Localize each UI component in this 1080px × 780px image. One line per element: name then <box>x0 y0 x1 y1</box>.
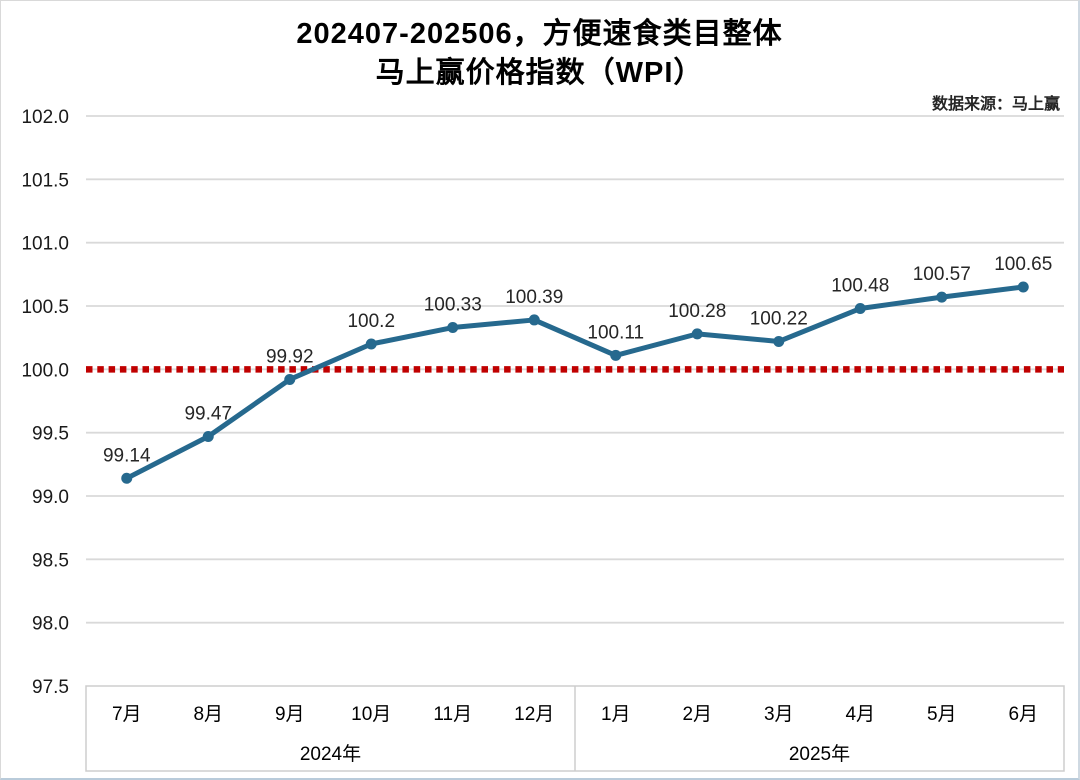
data-point-7月 <box>121 472 133 484</box>
month-label-5月: 5月 <box>927 704 957 725</box>
data-point-4月 <box>854 303 866 315</box>
month-label-4月: 4月 <box>845 704 875 725</box>
data-label-10月: 100.2 <box>347 311 395 332</box>
year-label-2025年: 2025年 <box>789 743 850 765</box>
data-point-1月 <box>610 349 622 361</box>
chart-title-line2: 马上赢价格指数（WPI） <box>375 57 704 89</box>
data-label-9月: 99.92 <box>266 346 314 367</box>
data-label-7月: 99.14 <box>103 445 151 466</box>
month-label-1月: 1月 <box>601 704 631 725</box>
data-point-8月 <box>202 430 214 442</box>
month-label-2月: 2月 <box>682 704 712 725</box>
year-label-2024年: 2024年 <box>300 743 361 765</box>
data-label-6月: 100.65 <box>994 254 1052 275</box>
y-tick-label-97.5: 97.5 <box>32 677 69 698</box>
month-label-6月: 6月 <box>1008 704 1038 725</box>
y-tick-label-100.5: 100.5 <box>21 297 69 318</box>
wpi-series-line <box>124 284 1026 481</box>
month-label-7月: 7月 <box>112 704 142 725</box>
month-label-8月: 8月 <box>193 704 223 725</box>
y-tick-label-100.0: 100.0 <box>21 360 69 381</box>
data-label-5月: 100.57 <box>913 264 971 285</box>
month-label-11月: 11月 <box>433 704 472 725</box>
y-tick-label-101.0: 101.0 <box>21 234 69 255</box>
data-point-10月 <box>365 338 377 350</box>
y-tick-label-98.5: 98.5 <box>32 550 69 571</box>
month-label-10月: 10月 <box>351 704 391 725</box>
data-label-11月: 100.33 <box>424 295 482 316</box>
data-label-8月: 99.47 <box>184 403 232 424</box>
month-label-12月: 12月 <box>514 704 554 725</box>
y-tick-label-99.0: 99.0 <box>32 487 69 508</box>
data-label-12月: 100.39 <box>505 287 563 308</box>
data-label-2月: 100.28 <box>668 301 726 322</box>
month-label-3月: 3月 <box>764 704 794 725</box>
y-tick-label-102.0: 102.0 <box>21 107 69 128</box>
data-point-3月 <box>773 335 785 347</box>
data-label-1月: 100.11 <box>587 322 644 343</box>
chart-title: 202407-202506，方便速食类目整体 马上赢价格指数（WPI） <box>1 15 1078 93</box>
y-tick-label-101.5: 101.5 <box>21 170 69 191</box>
data-label-4月: 100.48 <box>831 276 889 297</box>
y-tick-label-98.0: 98.0 <box>32 614 69 635</box>
data-point-12月 <box>528 314 540 326</box>
month-label-9月: 9月 <box>275 704 305 725</box>
data-point-5月 <box>936 291 948 303</box>
data-point-11月 <box>447 322 459 334</box>
data-point-6月 <box>1017 281 1029 293</box>
data-label-3月: 100.22 <box>750 308 808 329</box>
data-source-note: 数据来源：马上赢 <box>931 96 1060 113</box>
y-tick-label-99.5: 99.5 <box>32 424 69 445</box>
data-point-2月 <box>691 328 703 340</box>
chart-title-line1: 202407-202506，方便速食类目整体 <box>296 18 783 50</box>
data-point-9月 <box>284 373 296 385</box>
